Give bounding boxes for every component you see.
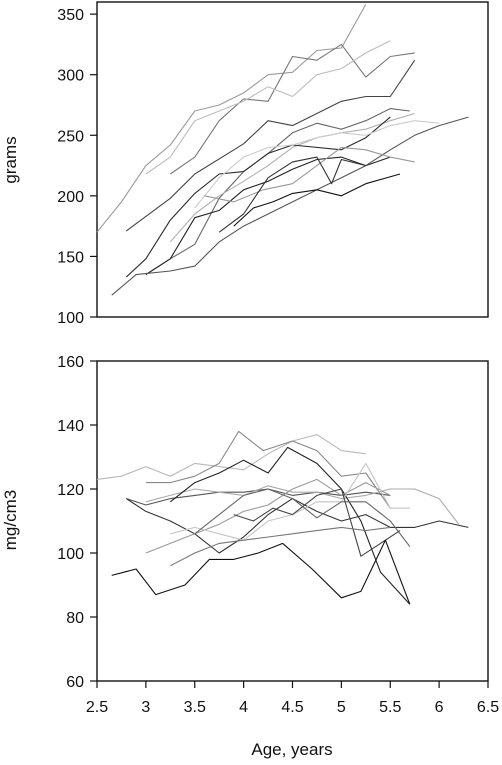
series-line-0-7 xyxy=(194,120,440,209)
series-line-0-1 xyxy=(169,43,415,175)
y-tick-label-0-3: 250 xyxy=(57,128,84,145)
x-tick-label-1-4: 4.5 xyxy=(281,699,303,716)
plot-frame-weight xyxy=(96,1,489,318)
x-tick-label-1-1: 3 xyxy=(141,699,150,716)
series-line-1-9 xyxy=(233,488,401,557)
x-tick-label-1-0: 2.5 xyxy=(86,699,108,716)
y-axis-label-weight: grams xyxy=(1,136,20,183)
series-line-1-0 xyxy=(96,434,366,480)
y-tick-label-0-5: 350 xyxy=(57,7,84,24)
x-tick-label-1-3: 4 xyxy=(239,699,248,716)
y-tick-label-0-1: 150 xyxy=(57,249,84,266)
series-line-1-11 xyxy=(170,526,391,567)
y-tick-label-1-1: 80 xyxy=(66,610,84,627)
chart-panel-weight: grams 100 150 200 250 300 350 xyxy=(1,1,489,327)
x-tick-label-1-6: 5.5 xyxy=(379,699,401,716)
x-tick-label-1-2: 3.5 xyxy=(184,699,206,716)
series-line-0-9 xyxy=(111,116,469,296)
chart-panel-density: mg/cm3 Age, years 60 80 100 120 140 160 2.5 3 3.… xyxy=(1,354,499,759)
y-tick-label-1-3: 120 xyxy=(57,482,84,499)
series-line-0-6 xyxy=(125,116,391,278)
y-tick-label-1-5: 160 xyxy=(57,354,84,371)
series-line-0-4 xyxy=(145,108,410,276)
y-tick-label-0-4: 300 xyxy=(57,68,84,85)
series-line-0-12 xyxy=(233,173,401,227)
series-line-0-0 xyxy=(96,4,367,233)
series-line-0-10 xyxy=(204,146,415,203)
series-line-0-8 xyxy=(145,156,391,276)
series-line-1-4 xyxy=(169,446,411,605)
series-line-1-10 xyxy=(111,539,411,605)
series-line-0-11 xyxy=(218,156,366,233)
x-tick-label-1-5: 5 xyxy=(337,699,346,716)
series-line-1-7 xyxy=(170,462,410,541)
plot-frame-density xyxy=(96,360,489,682)
series-line-1-8 xyxy=(194,488,411,547)
series-line-1-5 xyxy=(125,498,469,554)
y-tick-label-1-0: 60 xyxy=(66,674,84,691)
x-tick-label-1-8: 6.5 xyxy=(477,699,499,716)
series-line-1-6 xyxy=(145,478,391,554)
x-tick-label-1-7: 6 xyxy=(435,699,444,716)
x-axis-label-density: Age, years xyxy=(251,740,332,759)
series-line-0-2 xyxy=(145,40,391,175)
y-tick-label-1-2: 100 xyxy=(57,546,84,563)
y-tick-label-1-4: 140 xyxy=(57,418,84,435)
y-tick-label-0-2: 200 xyxy=(57,189,84,206)
series-line-1-3 xyxy=(145,485,460,525)
series-line-1-1 xyxy=(145,430,391,509)
y-tick-label-0-0: 100 xyxy=(57,310,84,327)
series-line-0-3 xyxy=(125,59,416,232)
series-line-0-5 xyxy=(169,112,415,243)
y-axis-label-density: mg/cm3 xyxy=(1,490,20,550)
